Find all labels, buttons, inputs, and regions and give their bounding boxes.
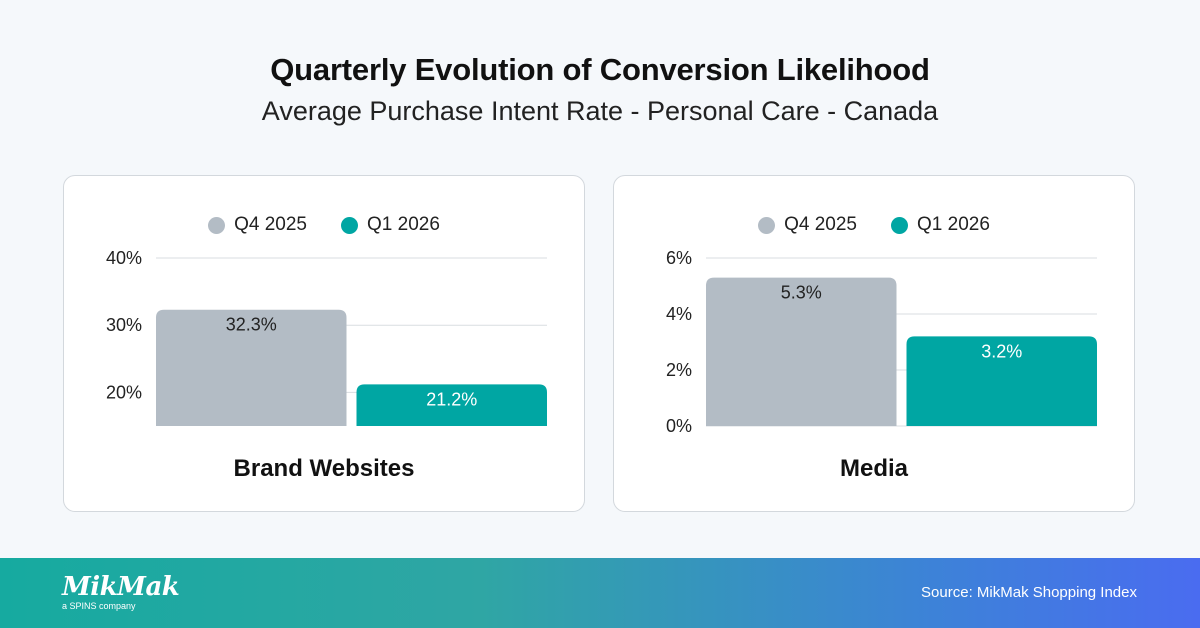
card-title: Media xyxy=(839,455,908,482)
data-label: 32.3% xyxy=(226,315,277,335)
legend: Q4 2025 Q1 2026 xyxy=(614,214,1134,236)
legend-label: Q4 2025 xyxy=(234,214,307,235)
y-tick-label: 40% xyxy=(106,248,142,268)
bar-q4-2025 xyxy=(156,309,347,426)
chart-card-brand-websites: Q4 2025 Q1 2026 20% 30% 40% 32.3% 21.2% Bran… xyxy=(63,175,585,512)
legend-label: Q4 2025 xyxy=(784,214,857,235)
bar-q4-2025 xyxy=(706,277,897,426)
y-tick-label: 30% xyxy=(106,315,142,335)
data-label: 5.3% xyxy=(781,283,822,303)
mikmak-logo: MikMak a SPINS company xyxy=(62,572,180,611)
chart-title: Quarterly Evolution of Conversion Likeli… xyxy=(270,52,930,87)
logo-wordmark: MikMak xyxy=(62,572,180,602)
legend-item-q4-2025: Q4 2025 xyxy=(758,214,857,236)
y-tick-label: 0% xyxy=(666,416,692,436)
source-note: Source: MikMak Shopping Index xyxy=(921,584,1137,601)
data-label: 3.2% xyxy=(981,341,1022,361)
chart-card-media: Q4 2025 Q1 2026 0% 2% 4% 6% 5.3% 3.2% Media xyxy=(613,175,1135,512)
y-tick-label: 2% xyxy=(666,360,692,380)
y-tick-label: 4% xyxy=(666,304,692,324)
bar-q1-2026 xyxy=(906,336,1097,426)
y-tick-label: 6% xyxy=(666,248,692,268)
plot-brand-websites: 20% 30% 40% 32.3% 21.2% xyxy=(106,248,547,426)
legend-swatch-q4-2025 xyxy=(208,216,226,234)
legend-swatch-q4-2025 xyxy=(758,216,776,234)
footer-bar: MikMak a SPINS company Source: MikMak Sh… xyxy=(0,558,1200,628)
y-tick-label: 20% xyxy=(106,382,142,402)
plot-media: 0% 2% 4% 6% 5.3% 3.2% xyxy=(666,248,1097,436)
logo-tagline: a SPINS company xyxy=(62,601,136,611)
bar-q1-2026 xyxy=(356,384,547,426)
legend-label: Q1 2026 xyxy=(917,214,990,235)
data-label: 21.2% xyxy=(426,389,477,409)
legend-swatch-q1-2026 xyxy=(891,216,908,234)
card-title: Brand Websites xyxy=(233,455,415,482)
legend: Q4 2025 Q1 2026 xyxy=(64,214,584,236)
legend-label: Q1 2026 xyxy=(367,214,440,235)
legend-swatch-q1-2026 xyxy=(341,216,358,234)
legend-item-q4-2025: Q4 2025 xyxy=(208,214,307,236)
legend-item-q1-2026: Q1 2026 xyxy=(341,214,440,236)
chart-subtitle: Average Purchase Intent Rate - Personal … xyxy=(261,96,939,126)
legend-item-q1-2026: Q1 2026 xyxy=(891,214,990,236)
